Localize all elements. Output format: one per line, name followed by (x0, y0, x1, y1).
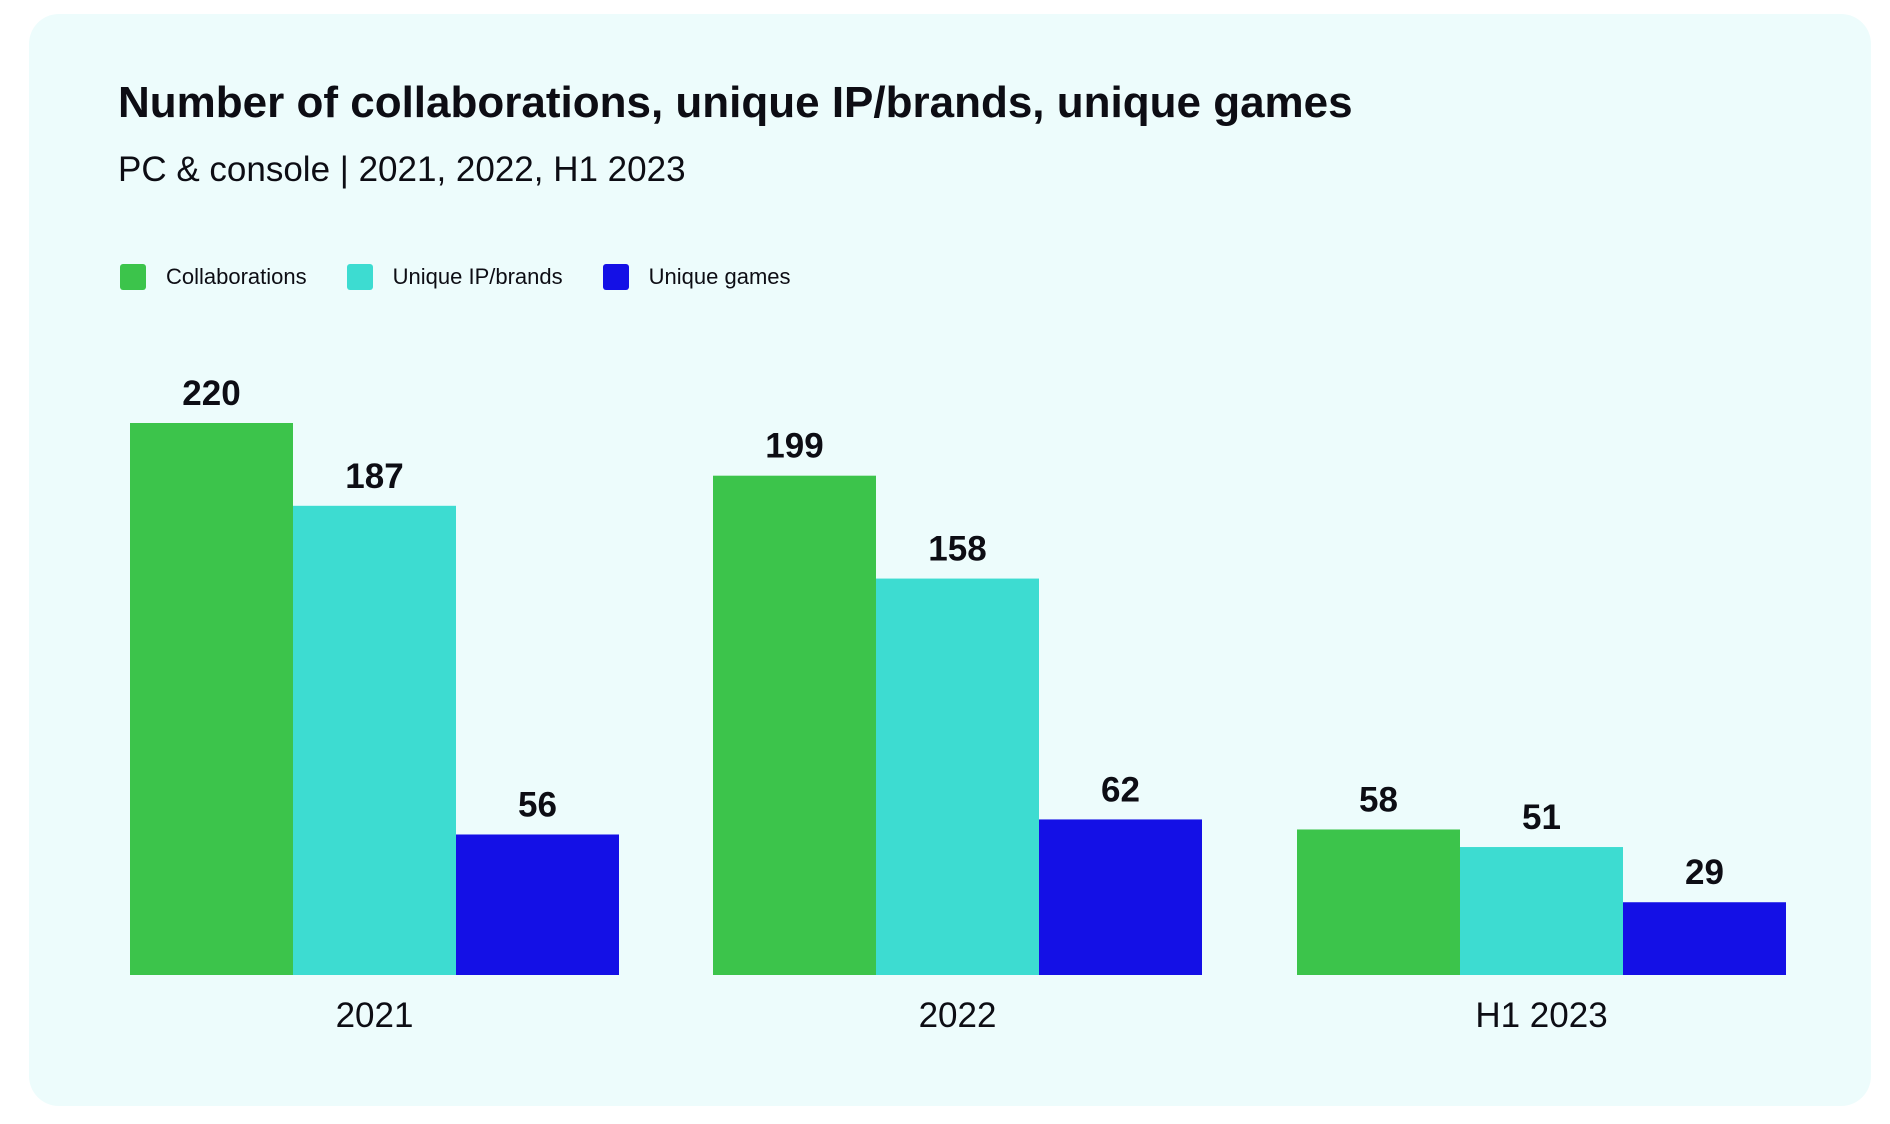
bar-unique-games-h1-2023 (1623, 902, 1786, 975)
data-label-unique-games-2021: 56 (518, 785, 557, 824)
bar-unique-games-2022 (1039, 819, 1202, 975)
legend-swatch-unique-ip-brands (346, 264, 373, 290)
x-tick-label-2021: 2021 (336, 996, 414, 1035)
data-label-collaborations-2021: 220 (182, 374, 240, 413)
bar-unique-ip-brands-2021 (293, 505, 456, 975)
data-label-collaborations-2022: 199 (765, 427, 823, 466)
chart-legend: Collaborations Unique IP/brands Unique g… (120, 264, 831, 290)
legend-label-collaborations: Collaborations (166, 264, 307, 289)
legend-swatch-unique-games (602, 264, 629, 290)
data-label-unique-games-h1-2023: 29 (1685, 853, 1724, 892)
legend-swatch-collaborations (120, 264, 146, 290)
legend-item-unique-ip-brands: Unique IP/brands (346, 264, 563, 290)
bar-collaborations-2021 (130, 423, 293, 975)
x-tick-label-h1-2023: H1 2023 (1475, 996, 1607, 1035)
data-label-unique-ip-brands-h1-2023: 51 (1522, 798, 1561, 837)
legend-item-unique-games: Unique games (602, 264, 791, 290)
legend-label-unique-games: Unique games (648, 264, 791, 289)
data-label-unique-ip-brands-2021: 187 (345, 457, 403, 496)
bar-unique-ip-brands-2022 (876, 578, 1039, 975)
legend-item-collaborations: Collaborations (120, 264, 307, 290)
bar-unique-games-2021 (456, 834, 619, 975)
data-label-unique-games-2022: 62 (1101, 770, 1140, 809)
chart-title: Number of collaborations, unique IP/bran… (118, 78, 1353, 127)
bar-unique-ip-brands-h1-2023 (1460, 847, 1623, 975)
legend-label-unique-ip-brands: Unique IP/brands (392, 264, 563, 289)
data-label-collaborations-h1-2023: 58 (1359, 780, 1398, 819)
chart-subtitle: PC & console | 2021, 2022, H1 2023 (118, 150, 686, 189)
data-label-unique-ip-brands-2022: 158 (928, 530, 986, 569)
x-tick-label-2022: 2022 (919, 996, 997, 1035)
bar-collaborations-2022 (713, 475, 876, 975)
bar-collaborations-h1-2023 (1297, 829, 1460, 975)
